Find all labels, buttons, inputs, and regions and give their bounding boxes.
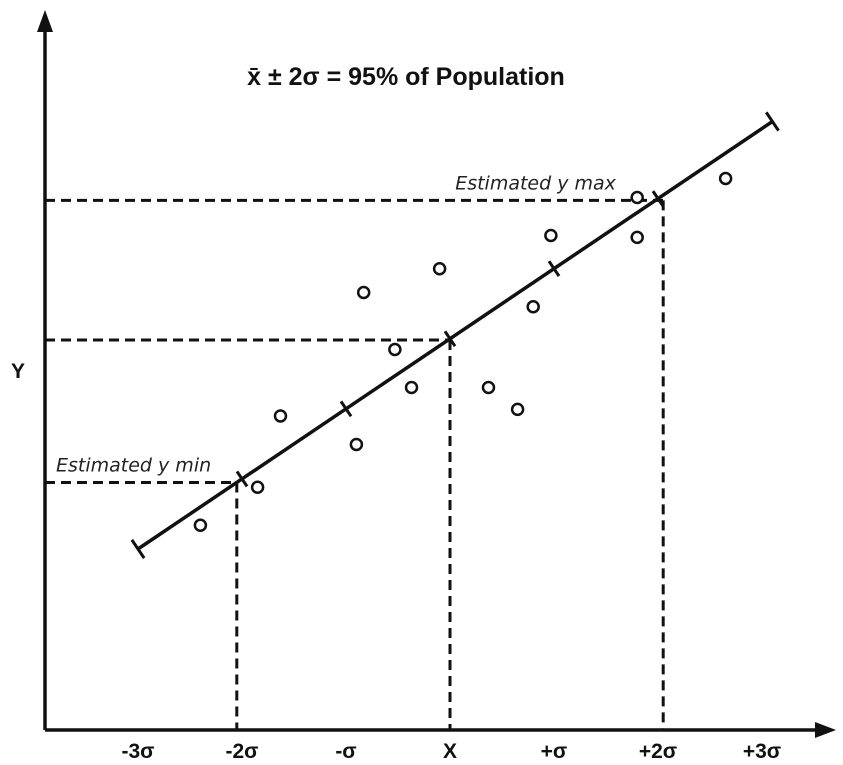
data-point xyxy=(356,285,371,300)
trend-line-group xyxy=(130,111,780,559)
trend-sigma-mark xyxy=(235,470,249,488)
data-point xyxy=(432,262,447,276)
data-point xyxy=(630,190,644,205)
x-tick-label: +2σ xyxy=(639,740,677,763)
y-axis-label: Y xyxy=(11,360,25,383)
trend-sigma-mark xyxy=(651,190,665,207)
data-point xyxy=(718,171,733,186)
chart-title: x̄ ± 2σ = 95% of Population xyxy=(247,63,565,91)
data-point xyxy=(630,230,644,245)
x-tick-labels: -3σ -2σ -σ X +σ +2σ +3σ xyxy=(121,740,781,763)
trend-sigma-mark xyxy=(443,330,457,348)
data-point xyxy=(273,409,288,423)
x-tick-label: +σ xyxy=(541,740,568,763)
x-tick-label: -2σ xyxy=(225,740,258,763)
x-tick-label: -3σ xyxy=(121,740,154,763)
data-point xyxy=(193,518,208,532)
data-point xyxy=(404,380,419,395)
x-axis-arrow xyxy=(815,722,836,738)
data-point xyxy=(544,228,558,243)
trend-sigma-mark xyxy=(547,260,561,277)
data-point xyxy=(349,437,364,452)
trend-line xyxy=(137,120,774,551)
annotation-y-max: Estimated y max xyxy=(455,172,616,194)
data-point xyxy=(481,380,496,395)
data-point xyxy=(250,480,265,494)
trend-end-cap xyxy=(765,111,780,132)
data-point xyxy=(526,300,540,314)
y-axis-arrow xyxy=(37,10,53,32)
trend-end-cap xyxy=(130,539,146,559)
annotation-y-min: Estimated y min xyxy=(56,455,211,477)
x-tick-label: X xyxy=(443,740,457,763)
data-points xyxy=(193,171,733,532)
data-point xyxy=(510,402,525,417)
axes xyxy=(37,10,836,738)
annotations: Estimated y max Estimated y min xyxy=(56,172,617,476)
data-point xyxy=(388,342,402,357)
x-tick-label: +3σ xyxy=(743,740,781,763)
x-tick-label: -σ xyxy=(335,740,356,763)
dashed-guides xyxy=(45,198,665,730)
trend-sigma-mark xyxy=(339,400,353,418)
